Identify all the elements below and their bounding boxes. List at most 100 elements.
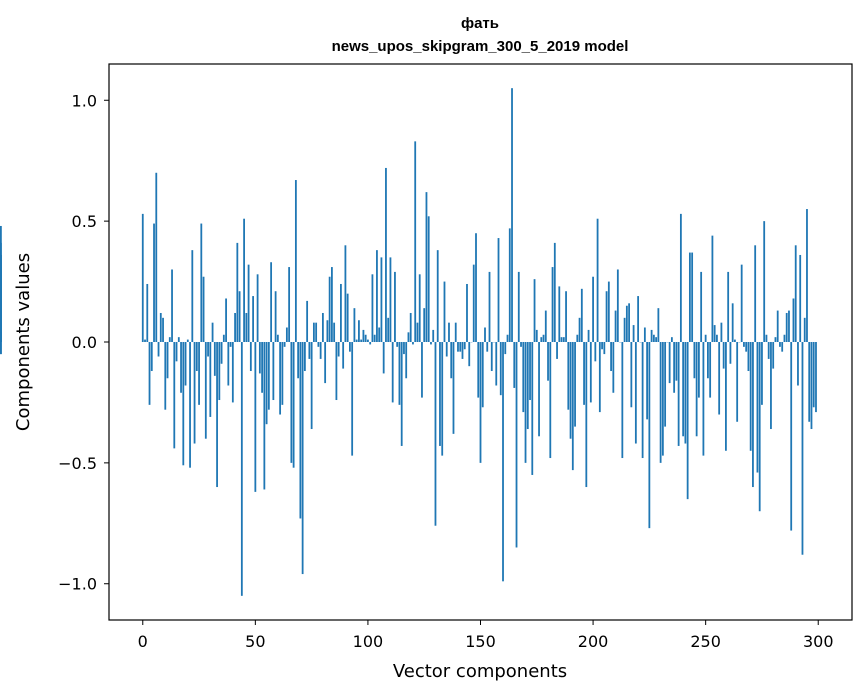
bar xyxy=(783,334,786,342)
bar xyxy=(231,342,234,403)
bar xyxy=(684,342,687,444)
bar xyxy=(290,342,293,463)
bar xyxy=(709,342,712,398)
bar xyxy=(661,342,664,456)
bar xyxy=(504,342,507,355)
bar xyxy=(490,342,493,372)
bar xyxy=(317,342,320,347)
bar xyxy=(153,223,155,342)
bar xyxy=(265,342,268,425)
x-tick-label: 150 xyxy=(465,632,496,651)
bar xyxy=(398,342,401,405)
bar xyxy=(207,342,209,357)
bar xyxy=(565,291,567,342)
bar xyxy=(204,342,207,439)
bar xyxy=(679,213,682,342)
bar xyxy=(623,317,626,342)
bar xyxy=(551,267,554,342)
bar xyxy=(144,339,146,342)
x-tick-label: 250 xyxy=(690,632,721,651)
bar xyxy=(670,337,673,342)
x-tick-label: 300 xyxy=(803,632,834,651)
bar xyxy=(301,342,304,575)
bar xyxy=(362,329,365,342)
bar xyxy=(355,339,358,342)
bar xyxy=(727,271,730,342)
bar xyxy=(351,342,354,456)
bar xyxy=(292,342,295,468)
bar xyxy=(171,269,173,342)
bar xyxy=(585,342,588,488)
bar xyxy=(580,288,583,342)
bar xyxy=(713,325,716,342)
bar xyxy=(396,342,399,347)
bar xyxy=(463,342,466,350)
bar xyxy=(247,264,250,342)
bar xyxy=(594,342,597,362)
bar xyxy=(497,238,500,342)
bar xyxy=(776,310,779,342)
bar xyxy=(434,342,437,526)
bar xyxy=(553,242,556,342)
bar xyxy=(0,342,2,355)
bar xyxy=(155,172,158,342)
bar xyxy=(695,342,698,437)
y-tick-label: −0.5 xyxy=(58,454,97,473)
bar xyxy=(610,342,612,372)
bar xyxy=(531,342,534,475)
bar xyxy=(792,298,795,342)
bar xyxy=(445,342,448,357)
bar xyxy=(700,271,703,342)
bar xyxy=(461,342,464,359)
bar xyxy=(691,252,694,342)
bar xyxy=(234,312,236,342)
bar xyxy=(421,342,423,398)
bar xyxy=(605,291,608,342)
bar xyxy=(664,342,667,427)
bar xyxy=(484,327,486,342)
bar xyxy=(513,342,516,388)
bar xyxy=(475,233,477,342)
bar xyxy=(682,342,685,437)
bar xyxy=(312,322,315,342)
bar xyxy=(407,332,410,342)
bar xyxy=(180,342,182,393)
chart-title: фать xyxy=(461,15,499,32)
bar xyxy=(477,342,480,398)
bar xyxy=(558,286,561,342)
bar xyxy=(294,180,297,342)
bar xyxy=(720,322,723,342)
x-axis-ticks: 0 50 100 150 200 250 300 xyxy=(138,620,834,651)
bar xyxy=(252,296,254,342)
bar xyxy=(731,303,734,342)
bar xyxy=(238,291,241,342)
bar xyxy=(707,342,709,379)
bar xyxy=(716,334,718,342)
bar xyxy=(648,342,651,529)
bar xyxy=(177,337,180,342)
y-axis-ticks: 1.0 0.5 0.0 −0.5 −1.0 xyxy=(58,91,109,594)
bar xyxy=(538,342,540,437)
bar xyxy=(686,342,689,500)
bar xyxy=(227,342,230,386)
bar xyxy=(749,342,752,451)
bar xyxy=(249,342,252,372)
bar xyxy=(693,342,696,379)
bar xyxy=(430,342,432,345)
bar xyxy=(459,342,462,352)
bar xyxy=(632,325,635,342)
bar xyxy=(542,334,545,342)
bar xyxy=(285,327,288,342)
bar xyxy=(641,342,644,459)
bar xyxy=(596,218,599,342)
bar xyxy=(657,308,660,342)
bar xyxy=(704,334,707,342)
bar xyxy=(452,342,455,434)
bar xyxy=(436,250,439,342)
bar xyxy=(349,342,351,352)
bar xyxy=(758,342,761,512)
bar xyxy=(486,342,489,352)
plot-frame xyxy=(108,63,853,621)
bar xyxy=(0,332,2,342)
bar xyxy=(803,317,806,342)
